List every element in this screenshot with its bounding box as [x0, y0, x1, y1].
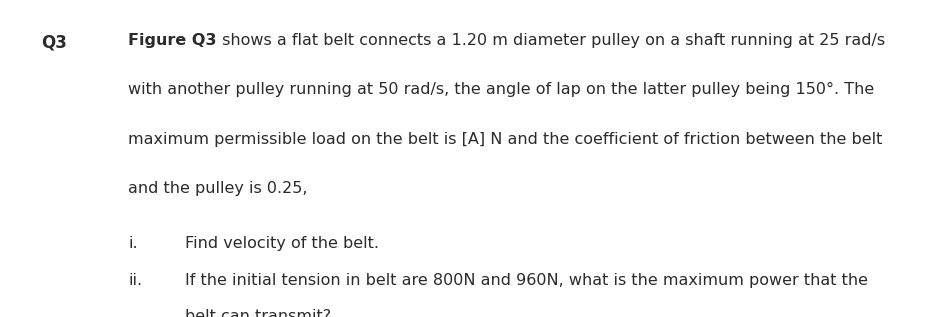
Text: Q3: Q3 — [41, 33, 66, 51]
Text: Figure Q3: Figure Q3 — [128, 33, 217, 48]
Text: belt can transmit?: belt can transmit? — [185, 309, 332, 317]
Text: If the initial tension in belt are 800N and 960N, what is the maximum power that: If the initial tension in belt are 800N … — [185, 273, 868, 288]
Text: and the pulley is 0.25,: and the pulley is 0.25, — [128, 181, 308, 196]
Text: i.: i. — [128, 236, 138, 251]
Text: with another pulley running at 50 rad/s, the angle of lap on the latter pulley b: with another pulley running at 50 rad/s,… — [128, 82, 875, 97]
Text: ii.: ii. — [128, 273, 142, 288]
Text: Find velocity of the belt.: Find velocity of the belt. — [185, 236, 379, 251]
Text: maximum permissible load on the belt is [A] N and the coefficient of friction be: maximum permissible load on the belt is … — [128, 132, 883, 146]
Text: shows a flat belt connects a 1.20 m diameter pulley on a shaft running at 25 rad: shows a flat belt connects a 1.20 m diam… — [217, 33, 884, 48]
